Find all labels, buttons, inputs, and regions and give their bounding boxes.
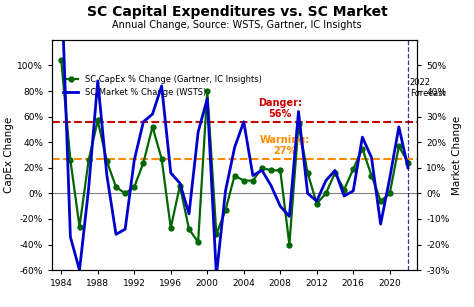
SC CapEx % Change (Gartner, IC Insights) [95,119,100,122]
SC CapEx % Change (Gartner, IC Insights) [277,169,283,172]
SC Market % Change (WSTS) [67,235,73,239]
SC CapEx % Change (Gartner, IC Insights) [150,125,155,129]
SC CapEx % Change (Gartner, IC Insights) [369,174,374,177]
SC Market % Change (WSTS) [159,84,164,88]
SC CapEx % Change (Gartner, IC Insights) [250,179,255,182]
SC CapEx % Change (Gartner, IC Insights) [387,192,392,195]
SC Market % Change (WSTS) [186,212,192,216]
SC Market % Change (WSTS) [314,199,319,203]
SC Market % Change (WSTS) [177,181,182,185]
SC Market % Change (WSTS) [204,97,210,101]
SC Market % Change (WSTS) [131,158,137,162]
SC CapEx % Change (Gartner, IC Insights) [58,59,64,62]
SC Market % Change (WSTS) [350,189,356,193]
SC Market % Change (WSTS) [232,146,237,149]
Text: 2022
Forecast: 2022 Forecast [410,78,446,98]
SC CapEx % Change (Gartner, IC Insights) [268,169,274,172]
SC Market % Change (WSTS) [140,120,146,124]
SC Market % Change (WSTS) [122,227,128,231]
SC Market % Change (WSTS) [86,186,91,190]
SC Market % Change (WSTS) [104,174,109,177]
SC CapEx % Change (Gartner, IC Insights) [341,188,347,192]
SC Market % Change (WSTS) [341,194,347,198]
SC Market % Change (WSTS) [396,125,401,129]
SC Market % Change (WSTS) [378,222,383,226]
SC Market % Change (WSTS) [323,179,328,182]
SC Market % Change (WSTS) [241,120,246,124]
SC Market % Change (WSTS) [168,171,173,175]
SC CapEx % Change (Gartner, IC Insights) [195,240,201,244]
SC Market % Change (WSTS) [250,174,255,177]
SC CapEx % Change (Gartner, IC Insights) [113,185,119,189]
SC CapEx % Change (Gartner, IC Insights) [359,147,365,150]
SC CapEx % Change (Gartner, IC Insights) [305,171,310,175]
SC Market % Change (WSTS) [150,112,155,116]
SC Market % Change (WSTS) [223,189,228,193]
SC Market % Change (WSTS) [405,166,411,170]
SC Market % Change (WSTS) [332,169,338,172]
SC CapEx % Change (Gartner, IC Insights) [350,167,356,171]
SC CapEx % Change (Gartner, IC Insights) [314,202,319,205]
SC Market % Change (WSTS) [77,268,82,272]
Line: SC CapEx % Change (Gartner, IC Insights): SC CapEx % Change (Gartner, IC Insights) [59,58,410,247]
SC CapEx % Change (Gartner, IC Insights) [296,122,301,126]
SC CapEx % Change (Gartner, IC Insights) [131,185,137,189]
SC Market % Change (WSTS) [387,176,392,180]
SC Market % Change (WSTS) [113,232,119,236]
SC Market % Change (WSTS) [268,184,274,188]
SC Market % Change (WSTS) [213,274,219,277]
SC CapEx % Change (Gartner, IC Insights) [332,171,338,175]
Text: Warning:
27%: Warning: 27% [260,135,310,156]
SC Market % Change (WSTS) [359,135,365,139]
SC CapEx % Change (Gartner, IC Insights) [232,174,237,177]
SC Market % Change (WSTS) [277,204,283,208]
SC CapEx % Change (Gartner, IC Insights) [122,192,128,195]
SC CapEx % Change (Gartner, IC Insights) [378,199,383,203]
SC CapEx % Change (Gartner, IC Insights) [396,144,401,148]
SC CapEx % Change (Gartner, IC Insights) [67,158,73,162]
Line: SC Market % Change (WSTS): SC Market % Change (WSTS) [61,0,408,275]
SC Market % Change (WSTS) [286,215,292,218]
Y-axis label: Market Change: Market Change [452,115,462,195]
SC CapEx % Change (Gartner, IC Insights) [241,179,246,182]
SC CapEx % Change (Gartner, IC Insights) [259,166,265,170]
Text: Danger:
56%: Danger: 56% [258,98,302,119]
SC CapEx % Change (Gartner, IC Insights) [168,226,173,230]
SC Market % Change (WSTS) [296,110,301,113]
SC CapEx % Change (Gartner, IC Insights) [104,160,109,163]
Text: Annual Change, Source: WSTS, Gartner, IC Insights: Annual Change, Source: WSTS, Gartner, IC… [112,20,362,30]
SC CapEx % Change (Gartner, IC Insights) [77,225,82,228]
SC CapEx % Change (Gartner, IC Insights) [223,208,228,212]
SC Market % Change (WSTS) [305,192,310,195]
SC Market % Change (WSTS) [95,79,100,83]
SC CapEx % Change (Gartner, IC Insights) [213,232,219,236]
SC CapEx % Change (Gartner, IC Insights) [177,184,182,188]
SC CapEx % Change (Gartner, IC Insights) [86,158,91,162]
SC Market % Change (WSTS) [369,156,374,159]
SC CapEx % Change (Gartner, IC Insights) [405,161,411,165]
SC CapEx % Change (Gartner, IC Insights) [186,227,192,231]
SC CapEx % Change (Gartner, IC Insights) [323,192,328,195]
SC CapEx % Change (Gartner, IC Insights) [286,243,292,247]
Text: SC Capital Expenditures vs. SC Market: SC Capital Expenditures vs. SC Market [87,5,387,19]
Legend: SC CapEx % Change (Gartner, IC Insights), SC Market % Change (WSTS): SC CapEx % Change (Gartner, IC Insights)… [60,72,265,100]
SC Market % Change (WSTS) [195,130,201,134]
Y-axis label: CapEx Change: CapEx Change [4,117,15,193]
SC CapEx % Change (Gartner, IC Insights) [159,157,164,161]
SC Market % Change (WSTS) [259,169,265,172]
SC CapEx % Change (Gartner, IC Insights) [140,161,146,165]
SC CapEx % Change (Gartner, IC Insights) [204,89,210,93]
